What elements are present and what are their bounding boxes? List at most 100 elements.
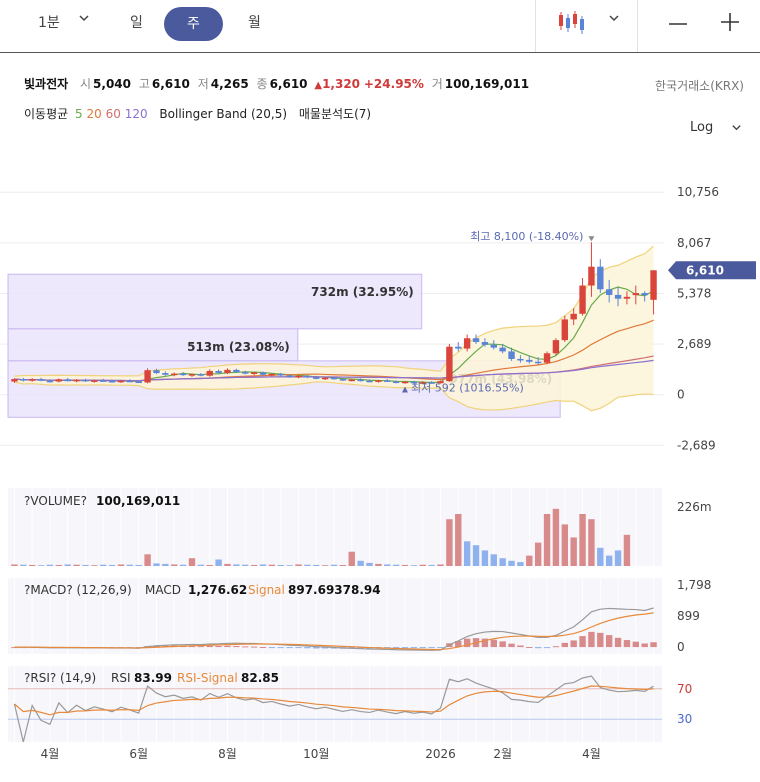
volume-bar bbox=[28, 564, 36, 566]
candle-body bbox=[384, 380, 391, 382]
bollinger-label[interactable]: Bollinger Band (20,5) bbox=[159, 107, 288, 121]
indicator-legend: 이동평균 5 20 60 120 Bollinger Band (20,5) 매… bbox=[24, 105, 371, 122]
macd-histogram-bar bbox=[215, 645, 222, 648]
volume-bar bbox=[490, 554, 497, 566]
candle-body bbox=[401, 381, 409, 384]
macd-histogram-bar bbox=[641, 643, 648, 648]
candlestick-type-icon[interactable] bbox=[557, 10, 585, 40]
macd-histogram-bar bbox=[304, 647, 311, 649]
candle-body bbox=[153, 370, 160, 374]
volume-bar bbox=[197, 564, 205, 566]
macd-axis-label: 1,798 bbox=[677, 578, 711, 592]
stock-name: 빛과전자 bbox=[24, 77, 69, 91]
macd-axis-label: 0 bbox=[677, 640, 685, 654]
candle-body bbox=[375, 380, 382, 382]
volume-bar bbox=[588, 519, 595, 566]
candle-body bbox=[650, 270, 657, 300]
macd-histogram-bar bbox=[259, 647, 267, 649]
toolbar-divider bbox=[637, 0, 638, 52]
macd-histogram-bar bbox=[543, 647, 551, 649]
candle-body bbox=[455, 346, 462, 349]
volume-bar bbox=[250, 564, 258, 566]
zoom-out-icon[interactable] bbox=[668, 14, 688, 38]
macd-label: MACD bbox=[145, 583, 181, 597]
time-axis-label: 10월 bbox=[303, 747, 329, 761]
time-axis-label: 8월 bbox=[218, 747, 237, 761]
candle-body bbox=[73, 379, 80, 382]
candle-body bbox=[632, 293, 640, 296]
candle-body bbox=[605, 289, 613, 295]
volume-bar bbox=[357, 560, 364, 566]
volume-bar bbox=[268, 564, 276, 566]
candle-body bbox=[37, 379, 45, 381]
volume-bar bbox=[259, 564, 267, 566]
candle-body bbox=[348, 379, 355, 382]
volume-bar bbox=[597, 547, 604, 566]
volume-profile-label: 513m (23.08%) bbox=[187, 340, 290, 354]
volume-bar bbox=[215, 559, 222, 566]
macd-histogram-bar bbox=[614, 637, 622, 648]
volume-profile-label[interactable]: 매물분석도(7) bbox=[298, 107, 372, 121]
candle-body bbox=[20, 379, 27, 381]
volume-profile-bar bbox=[7, 328, 299, 362]
toolbar-divider bbox=[535, 0, 536, 52]
ma60-label: 60 bbox=[105, 107, 121, 121]
rsi-label: RSI bbox=[111, 671, 131, 685]
close-label: 종 bbox=[256, 77, 268, 91]
volume-bar bbox=[348, 551, 355, 566]
candle-body bbox=[561, 319, 568, 341]
scale-select[interactable]: Log bbox=[690, 120, 742, 135]
volume-bar bbox=[188, 558, 196, 566]
macd-histogram-bar bbox=[463, 638, 471, 648]
candle-body bbox=[410, 381, 418, 384]
macd-histogram-bar bbox=[410, 647, 418, 649]
period-week-tab[interactable]: 주 bbox=[164, 7, 223, 41]
zoom-in-icon[interactable] bbox=[720, 12, 740, 36]
macd-signal-value: 897.69378.94 bbox=[288, 583, 381, 597]
macd-histogram-bar bbox=[552, 646, 560, 648]
volume-panel-value: 100,169,011 bbox=[96, 494, 180, 508]
volume-bar bbox=[144, 554, 151, 566]
period-day-tab[interactable]: 일 bbox=[130, 15, 143, 31]
open-label: 시 bbox=[80, 77, 92, 91]
price-axis-label: 8,067 bbox=[677, 236, 711, 250]
candle-body bbox=[419, 382, 426, 384]
candle-body bbox=[46, 380, 54, 383]
high-marker-icon bbox=[588, 236, 595, 242]
candle-body bbox=[206, 370, 213, 376]
macd-histogram-bar bbox=[321, 647, 329, 649]
exchange-label: 한국거래소(KRX) bbox=[655, 79, 744, 93]
bollinger-lower-line bbox=[14, 381, 654, 412]
volume-bar bbox=[366, 562, 373, 566]
chart-type-chevron-icon[interactable] bbox=[608, 12, 620, 28]
volume-bar bbox=[623, 534, 631, 566]
candle-body bbox=[144, 370, 151, 383]
volume-bar bbox=[517, 562, 524, 566]
candle-body bbox=[588, 266, 595, 286]
time-axis-label: 6월 bbox=[129, 747, 148, 761]
macd-histogram-bar bbox=[313, 647, 320, 649]
volume-bar bbox=[206, 564, 213, 566]
chevron-down-icon[interactable] bbox=[78, 12, 90, 28]
volume-bar bbox=[37, 565, 45, 566]
close-value: 6,610 bbox=[269, 77, 308, 91]
macd-panel-title: ?MACD? (12,26,9) bbox=[24, 583, 132, 597]
candle-body bbox=[304, 375, 311, 378]
candle-body bbox=[579, 285, 586, 314]
candle-body bbox=[543, 353, 551, 363]
volume-bar bbox=[100, 564, 107, 566]
volume-profile-label: 732m (32.95%) bbox=[311, 285, 414, 299]
macd-histogram-bar bbox=[526, 647, 533, 649]
volume-bar bbox=[472, 545, 480, 566]
current-price-tag bbox=[668, 261, 756, 280]
period-month-tab[interactable]: 월 bbox=[248, 15, 261, 31]
macd-histogram-bar bbox=[517, 645, 524, 648]
ma-label[interactable]: 이동평균 bbox=[24, 107, 69, 121]
rsi-axis-label: 30 bbox=[677, 712, 692, 726]
macd-histogram-bar bbox=[437, 647, 444, 649]
volume-bar bbox=[384, 564, 391, 566]
chart-area[interactable]: 10,756 8,067 5,378 2,689 0 -2,689 732m (32.95%… bbox=[0, 140, 760, 782]
volume-bar bbox=[375, 563, 382, 566]
interval-select[interactable]: 1분 bbox=[38, 15, 60, 31]
candle-body bbox=[472, 338, 480, 342]
